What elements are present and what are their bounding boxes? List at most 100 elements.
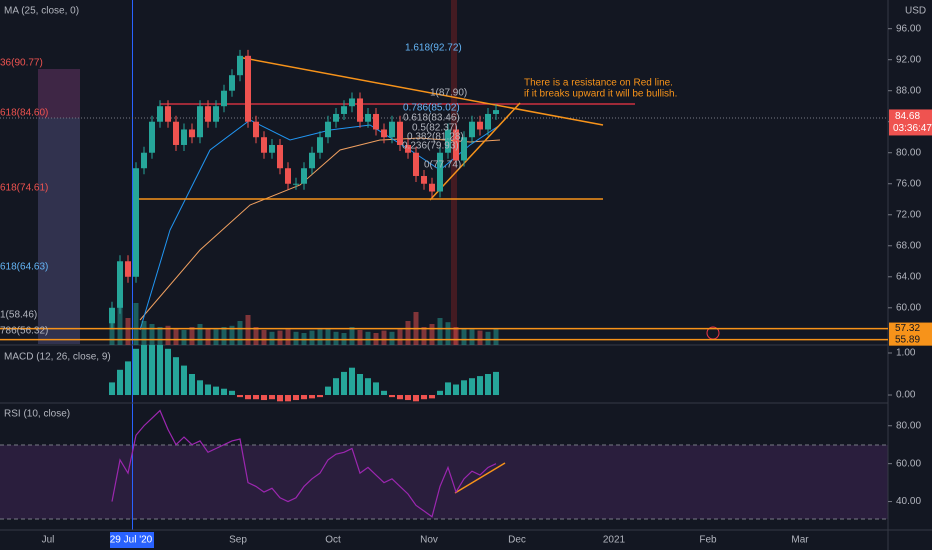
candle-body xyxy=(405,144,411,153)
candle-body xyxy=(357,98,363,122)
y-tick-label: 80.00 xyxy=(896,420,921,431)
level-tag xyxy=(889,333,932,346)
last-price: 84.68 xyxy=(895,111,920,122)
candle-body xyxy=(109,307,115,324)
candle-body xyxy=(293,183,299,185)
candle-body xyxy=(285,168,291,184)
macd-bar xyxy=(373,382,379,396)
x-tick-label: Feb xyxy=(699,535,717,546)
macd-bar xyxy=(445,382,451,396)
volume-bar xyxy=(117,291,123,345)
volume-bar xyxy=(469,329,475,345)
x-tick-label: Oct xyxy=(325,535,341,546)
macd-bar xyxy=(261,395,267,401)
macd-bar xyxy=(413,395,419,402)
candle-body xyxy=(485,113,491,130)
macd-bar xyxy=(173,357,179,396)
macd-bar xyxy=(421,395,427,400)
macd-bar xyxy=(205,384,211,396)
volume-bar xyxy=(277,330,283,345)
date-highlight xyxy=(110,532,154,548)
volume-bar xyxy=(461,328,467,345)
candle-body xyxy=(301,168,307,184)
macd-bar xyxy=(141,345,147,396)
y-tick-label: 40.00 xyxy=(896,496,921,507)
candle-body xyxy=(461,137,467,161)
volume-bar xyxy=(389,331,395,345)
macd-bar xyxy=(197,380,203,396)
candle-body xyxy=(117,261,123,308)
fib-label: 0.786(85.02) xyxy=(403,103,460,114)
candle-body xyxy=(453,129,459,161)
candle-body xyxy=(245,55,251,122)
candle-body xyxy=(445,129,451,153)
annotation: if it breaks upward it will be bullish. xyxy=(524,89,677,100)
level-tag xyxy=(889,322,932,335)
macd-bar xyxy=(189,374,195,396)
macd-bar xyxy=(381,390,387,396)
volume-bar xyxy=(477,330,483,345)
candle-body xyxy=(397,121,403,145)
fib-label: 0(77.74) xyxy=(424,160,461,171)
macd-bar xyxy=(477,376,483,396)
candle-body xyxy=(437,152,443,192)
fib-label: 618(84.60) xyxy=(0,108,48,119)
macd-bar xyxy=(109,382,115,396)
volume-bar xyxy=(165,325,171,345)
x-tick-label: Nov xyxy=(420,535,438,546)
candle-body xyxy=(181,129,187,145)
fib-label: 0.236(79.93) xyxy=(402,141,459,152)
volume-bar xyxy=(141,321,147,345)
candle-body xyxy=(381,129,387,138)
macd-bar xyxy=(493,371,499,396)
fib-label: 1(87.90) xyxy=(430,88,467,99)
trend-rising xyxy=(429,102,521,201)
fib-label: 0.618(83.46) xyxy=(403,113,460,124)
macd-bar xyxy=(157,345,163,396)
volume-bar xyxy=(317,329,323,345)
macd-bar xyxy=(213,386,219,396)
macd-bar xyxy=(269,395,275,400)
macd-bar xyxy=(453,384,459,396)
volume-bar xyxy=(365,331,371,345)
candle-body xyxy=(341,106,347,114)
volume-bar xyxy=(221,327,227,345)
candle-body xyxy=(269,144,275,153)
level-label: 55.89 xyxy=(895,334,920,345)
macd-bar xyxy=(237,395,243,398)
macd-bar xyxy=(365,378,371,396)
y-tick-label: 60.00 xyxy=(896,302,921,313)
macd-bar xyxy=(301,395,307,400)
macd-bar xyxy=(485,374,491,396)
y-tick-label: 92.00 xyxy=(896,54,921,65)
countdown: 03:36:47 xyxy=(893,123,932,134)
macd-bar xyxy=(397,395,403,400)
candle-body xyxy=(237,55,243,76)
macd-bar xyxy=(229,390,235,396)
y-tick-label: 1.00 xyxy=(896,348,916,359)
y-tick-label: 60.00 xyxy=(896,458,921,469)
macd-bar xyxy=(317,395,323,398)
candle-body xyxy=(253,121,259,138)
candle-body xyxy=(373,113,379,130)
y-tick-label: 64.00 xyxy=(896,271,921,282)
fib-label: 618(74.61) xyxy=(0,183,48,194)
volume-bar xyxy=(429,324,435,345)
macd-bar xyxy=(253,395,259,400)
volume-bar xyxy=(333,331,339,345)
volume-bar xyxy=(197,324,203,345)
volume-bar xyxy=(149,324,155,345)
y-tick-label: 88.00 xyxy=(896,85,921,96)
fib-label: 786(56.32) xyxy=(0,326,48,337)
candle-body xyxy=(205,106,211,122)
candle-body xyxy=(173,121,179,145)
candle-body xyxy=(165,106,171,122)
volume-bar xyxy=(325,328,331,345)
volume-bar xyxy=(437,318,443,345)
macd-bar xyxy=(125,361,131,396)
rsi-trend xyxy=(454,462,506,494)
y-tick-label: 0.00 xyxy=(896,390,916,401)
candle-body xyxy=(325,121,331,138)
candle-body xyxy=(261,137,267,153)
volume-bar xyxy=(421,327,427,345)
